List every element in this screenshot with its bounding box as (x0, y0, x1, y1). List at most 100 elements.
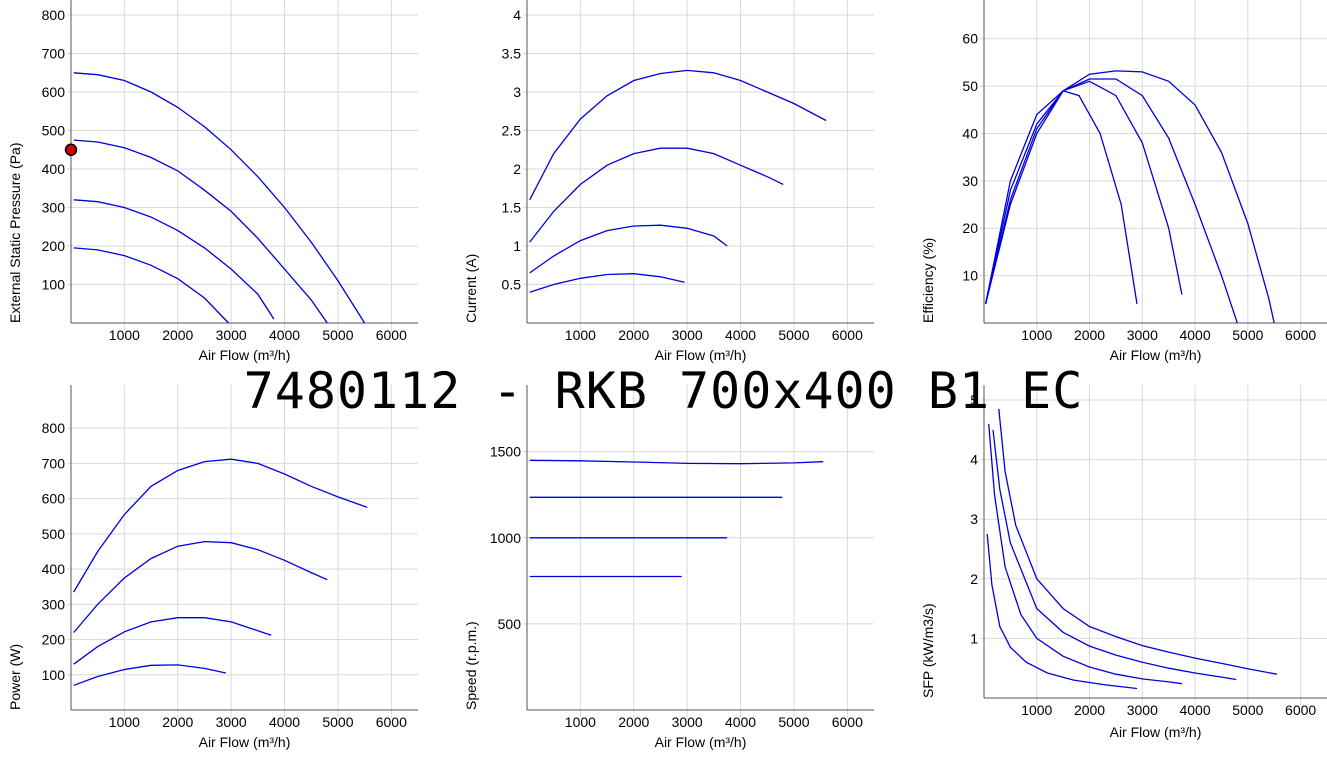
y-tick-label: 400 (42, 161, 66, 177)
x-tick-label: 2000 (162, 714, 193, 730)
y-tick-label: 1500 (490, 444, 521, 460)
x-tick-label: 4000 (1179, 702, 1210, 718)
y-tick-label: 400 (42, 561, 66, 577)
series-line-2 (984, 78, 1238, 324)
y-tick-label: 800 (42, 7, 66, 23)
x-tick-label: 6000 (1285, 327, 1316, 343)
y-tick-label: 500 (42, 123, 66, 139)
y-tick-label: 700 (42, 455, 66, 471)
chart-panel-6: 1000 2000 3000 4000 5000 6000 1 2 3 4 5 Air Flow (m… (920, 385, 1327, 740)
y-tick-label: 10 (962, 268, 978, 284)
y-axis-title: SFP (kW/m3/s) (920, 603, 936, 698)
y-tick-label: 2 (513, 161, 521, 177)
x-axis-title: Air Flow (m³/h) (655, 734, 747, 750)
y-tick-label: 500 (498, 616, 522, 632)
series-line-3 (988, 423, 1182, 685)
series-line-3 (73, 617, 272, 665)
y-axis-title: External Static Pressure (Pa) (7, 142, 23, 323)
operating-point-marker[interactable] (64, 143, 78, 156)
y-tick-label: 600 (42, 84, 66, 100)
y-tick-label: 4 (970, 452, 978, 468)
x-tick-label: 3000 (1127, 702, 1158, 718)
y-tick-label: 50 (962, 78, 978, 94)
x-tick-label: 3000 (216, 714, 247, 730)
x-tick-label: 6000 (832, 714, 863, 730)
x-axis-title: Air Flow (m³/h) (1110, 724, 1202, 740)
y-tick-label: 3.5 (502, 46, 522, 62)
y-tick-label: 600 (42, 491, 66, 507)
series-line-4 (984, 90, 1138, 305)
y-tick-label: 0.5 (502, 277, 522, 293)
y-tick-label: 800 (42, 420, 66, 436)
series-line-2 (992, 429, 1237, 681)
y-tick-label: 3 (970, 511, 978, 527)
series-line-3 (984, 80, 1183, 305)
x-tick-label: 1000 (565, 714, 596, 730)
series-line-2 (73, 540, 328, 633)
series-line-1 (73, 458, 368, 593)
series-line-4 (73, 247, 229, 324)
y-axis-title: Speed (r.p.m.) (463, 621, 479, 710)
x-tick-label: 5000 (1232, 702, 1263, 718)
x-tick-label: 3000 (672, 714, 703, 730)
x-axis-title: Air Flow (m³/h) (199, 734, 291, 750)
series-line-1 (73, 72, 366, 324)
y-tick-label: 200 (42, 238, 66, 254)
x-tick-label: 4000 (269, 327, 300, 343)
y-tick-label: 100 (42, 667, 66, 683)
y-tick-label: 2 (970, 571, 978, 587)
chart-panel-4: 1000 2000 3000 4000 5000 6000 100 200 300 400 500 6… (7, 385, 418, 750)
x-tick-label: 2000 (618, 327, 649, 343)
x-axis-title: Air Flow (m³/h) (199, 347, 291, 363)
series-line-1 (984, 70, 1275, 324)
x-tick-label: 4000 (725, 327, 756, 343)
x-tick-label: 4000 (725, 714, 756, 730)
y-axis-title: Efficiency (%) (920, 238, 936, 323)
x-tick-label: 6000 (832, 327, 863, 343)
chart-panel-1: 1000 2000 3000 4000 5000 6000 100 200 300 400 500 6… (7, 0, 418, 363)
x-tick-label: 1000 (109, 327, 140, 343)
x-tick-label: 5000 (322, 714, 353, 730)
y-tick-label: 1000 (490, 530, 521, 546)
y-tick-label: 30 (962, 173, 978, 189)
y-tick-label: 2.5 (502, 123, 522, 139)
y-tick-label: 200 (42, 632, 66, 648)
series-line-1 (529, 459, 824, 465)
x-tick-label: 6000 (1285, 702, 1316, 718)
y-tick-label: 300 (42, 596, 66, 612)
y-tick-label: 40 (962, 125, 978, 141)
y-axis-title: Current (A) (463, 254, 479, 323)
series-line-2 (529, 147, 784, 243)
x-tick-label: 3000 (1127, 327, 1158, 343)
y-tick-label: 60 (962, 31, 978, 47)
y-tick-label: 1 (513, 238, 521, 254)
x-tick-label: 5000 (778, 714, 809, 730)
series-line-1 (998, 408, 1278, 675)
series-line-3 (73, 199, 275, 320)
y-tick-label: 20 (962, 220, 978, 236)
x-tick-label: 2000 (1074, 327, 1105, 343)
chart-panel-5: 1000 2000 3000 4000 5000 6000 500 1000 1500 Air F… (463, 385, 874, 750)
x-tick-label: 6000 (376, 327, 407, 343)
x-tick-label: 4000 (1179, 327, 1210, 343)
y-tick-label: 300 (42, 200, 66, 216)
series-line-3 (529, 224, 728, 274)
series-line-1 (529, 69, 827, 201)
x-tick-label: 1000 (1021, 327, 1052, 343)
x-tick-label: 1000 (109, 714, 140, 730)
x-tick-label: 4000 (269, 714, 300, 730)
series-line-4 (73, 664, 226, 686)
x-axis-title: Air Flow (m³/h) (1110, 347, 1202, 363)
y-tick-label: 4 (513, 7, 521, 23)
y-tick-label: 500 (42, 526, 66, 542)
x-tick-label: 3000 (216, 327, 247, 343)
y-tick-label: 1 (970, 630, 978, 646)
x-tick-label: 2000 (162, 327, 193, 343)
x-tick-label: 5000 (322, 327, 353, 343)
x-tick-label: 1000 (565, 327, 596, 343)
x-tick-label: 3000 (672, 327, 703, 343)
x-tick-label: 2000 (1074, 702, 1105, 718)
y-tick-label: 3 (513, 84, 521, 100)
y-tick-label: 100 (42, 277, 66, 293)
